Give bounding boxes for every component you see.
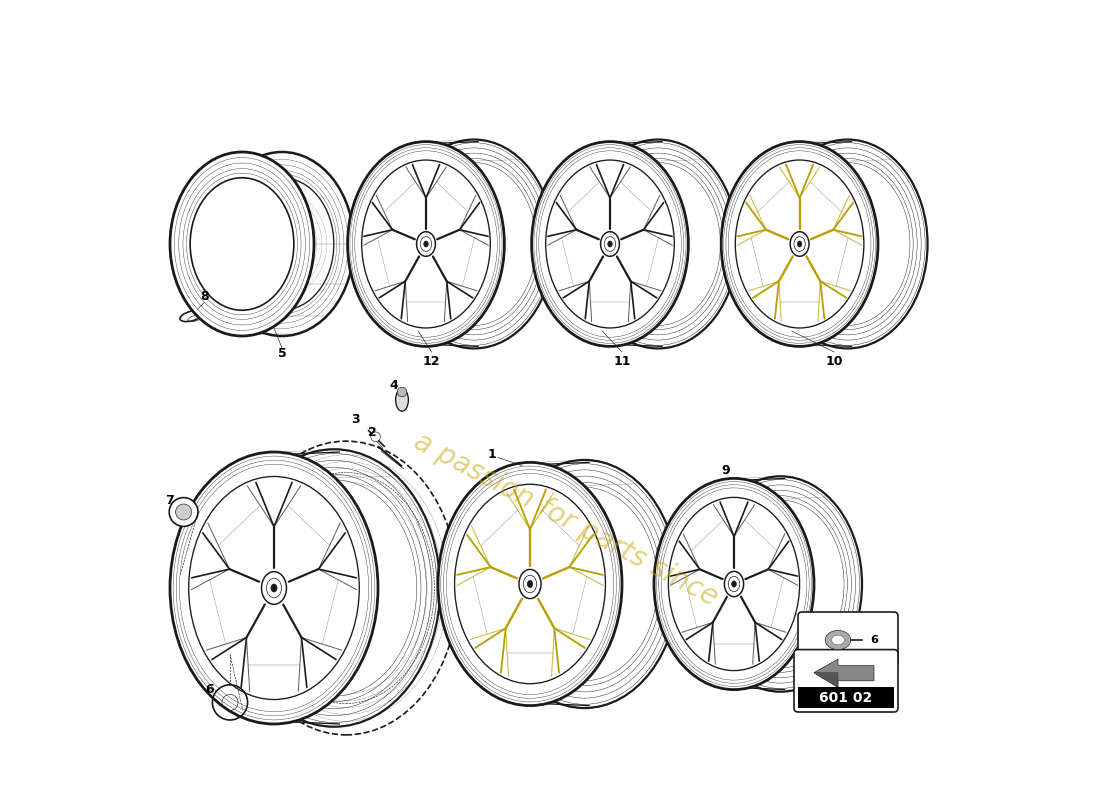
Polygon shape <box>814 659 874 687</box>
Ellipse shape <box>735 160 864 328</box>
Ellipse shape <box>397 387 407 397</box>
Ellipse shape <box>170 452 378 724</box>
Ellipse shape <box>424 241 428 247</box>
FancyBboxPatch shape <box>798 612 898 666</box>
Ellipse shape <box>732 581 736 587</box>
Text: 8: 8 <box>200 290 209 303</box>
Ellipse shape <box>420 237 431 251</box>
Ellipse shape <box>654 478 814 690</box>
Ellipse shape <box>601 232 619 256</box>
Ellipse shape <box>271 584 277 592</box>
Ellipse shape <box>266 578 282 598</box>
Ellipse shape <box>832 635 845 645</box>
Ellipse shape <box>417 232 436 256</box>
Ellipse shape <box>725 571 744 597</box>
Ellipse shape <box>794 237 805 251</box>
Ellipse shape <box>170 152 314 336</box>
Ellipse shape <box>396 389 408 411</box>
Text: a passion for parts since: a passion for parts since <box>409 428 723 612</box>
Circle shape <box>169 498 198 526</box>
Text: 5: 5 <box>277 347 286 360</box>
Ellipse shape <box>454 484 605 684</box>
Ellipse shape <box>262 572 286 604</box>
FancyBboxPatch shape <box>794 650 898 712</box>
Text: 4: 4 <box>389 379 398 392</box>
Ellipse shape <box>233 441 459 735</box>
Circle shape <box>176 504 191 520</box>
Ellipse shape <box>604 237 616 251</box>
Ellipse shape <box>190 178 294 310</box>
Ellipse shape <box>348 142 505 346</box>
Ellipse shape <box>531 142 689 346</box>
Text: 10: 10 <box>825 355 843 368</box>
Ellipse shape <box>524 575 537 593</box>
Text: 6: 6 <box>870 635 878 645</box>
Text: 2: 2 <box>368 426 377 438</box>
Ellipse shape <box>230 178 333 310</box>
Ellipse shape <box>798 241 802 247</box>
Ellipse shape <box>790 232 808 256</box>
Ellipse shape <box>519 570 541 598</box>
Ellipse shape <box>362 160 491 328</box>
Ellipse shape <box>257 472 434 704</box>
Ellipse shape <box>527 580 532 588</box>
Text: 1: 1 <box>488 448 497 461</box>
Bar <box>798 687 894 708</box>
Circle shape <box>371 432 381 442</box>
Ellipse shape <box>438 462 622 706</box>
Polygon shape <box>814 673 838 687</box>
Text: 3: 3 <box>351 413 360 426</box>
Ellipse shape <box>607 241 613 247</box>
Ellipse shape <box>825 630 850 650</box>
Ellipse shape <box>722 142 878 346</box>
Ellipse shape <box>210 152 354 336</box>
Text: 6: 6 <box>206 683 214 696</box>
Text: 7: 7 <box>166 494 175 506</box>
Ellipse shape <box>728 576 740 592</box>
Ellipse shape <box>669 498 800 670</box>
Text: 601 02: 601 02 <box>820 690 872 705</box>
Text: 12: 12 <box>422 355 440 368</box>
Ellipse shape <box>546 160 674 328</box>
Text: 11: 11 <box>614 355 630 368</box>
Ellipse shape <box>189 477 360 699</box>
Text: 9: 9 <box>722 464 730 477</box>
